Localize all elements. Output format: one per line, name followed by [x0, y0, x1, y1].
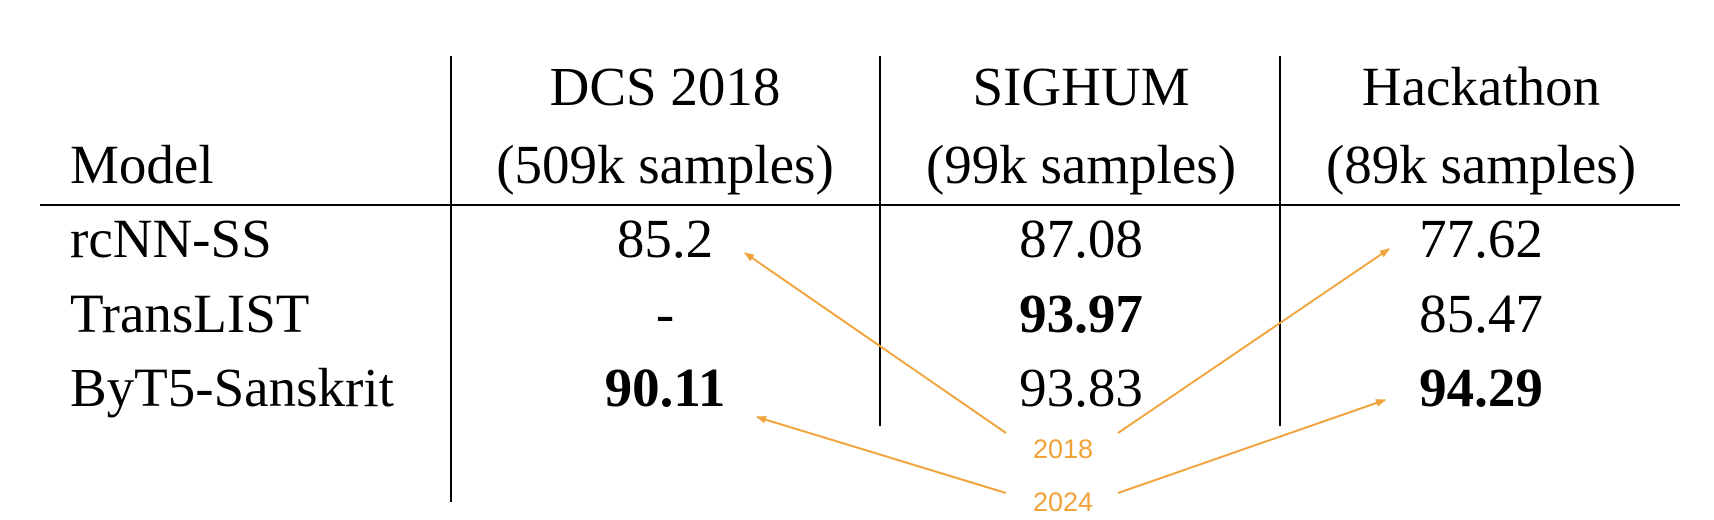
- arrow-2024-to-byt5-dcs: [756, 415, 1007, 494]
- header-rule: [40, 204, 1680, 206]
- column-divider-3: [1279, 56, 1281, 426]
- cell-translist-hackathon: 85.47: [1419, 283, 1543, 344]
- header-hackathon-samples: (89k samples): [1325, 134, 1637, 195]
- header-hackathon-title: Hackathon: [1361, 56, 1601, 117]
- cell-byt5-hackathon: 94.29: [1419, 357, 1543, 418]
- cell-rcnn-ss-hackathon: 77.62: [1419, 208, 1543, 269]
- row-model-rcnn-ss: rcNN-SS: [70, 208, 272, 269]
- header-sighum-samples: (99k samples): [925, 134, 1237, 195]
- header-sighum-title: SIGHUM: [972, 56, 1190, 117]
- cell-byt5-dcs2018: 90.11: [604, 357, 726, 418]
- row-model-translist: TransLIST: [70, 283, 310, 344]
- annotation-2018-label: 2018: [1033, 434, 1093, 464]
- cell-rcnn-ss-sighum: 87.08: [1019, 208, 1143, 269]
- header-dcs2018-title: DCS 2018: [549, 56, 781, 117]
- cell-byt5-sighum: 93.83: [1019, 357, 1143, 418]
- cell-rcnn-ss-dcs2018: 85.2: [616, 208, 714, 269]
- header-model: Model: [70, 134, 214, 195]
- cell-translist-sighum: 93.97: [1019, 283, 1143, 344]
- cell-translist-dcs2018: -: [655, 283, 675, 344]
- annotation-2024-label: 2024: [1033, 487, 1093, 517]
- header-dcs2018-samples: (509k samples): [496, 134, 834, 195]
- row-model-byt5-sanskrit: ByT5-Sanskrit: [70, 357, 394, 418]
- column-divider-1: [450, 56, 452, 502]
- column-divider-2: [879, 56, 881, 426]
